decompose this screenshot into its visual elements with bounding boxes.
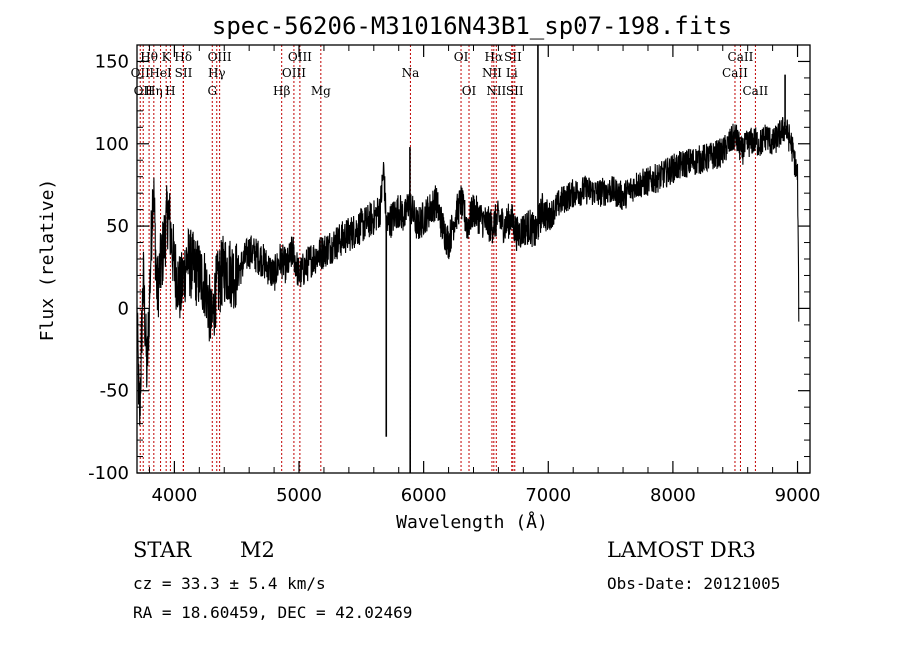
x-tick-label: 4000 [151,485,197,506]
line-marker-label: Mg [311,84,331,98]
line-marker-label: OI [454,50,469,64]
x-tick-label: 9000 [775,485,821,506]
line-marker-label: K [162,50,172,64]
chart-title: spec-56206-M31016N43B1_sp07-198.fits [212,12,732,40]
y-tick-label: 150 [95,51,129,72]
redshift-info: cz = 33.3 ± 5.4 km/s [133,574,326,593]
line-marker-label: OIII [282,66,306,80]
line-marker-label: OIII [288,50,312,64]
y-tick-label: 100 [95,134,129,155]
object-class: STAR [133,538,192,562]
coordinates: RA = 18.60459, DEC = 42.02469 [133,603,413,622]
line-marker-label: CaII [722,66,748,80]
y-axis-label: Flux (relative) [37,179,58,342]
survey-name: LAMOST DR3 [607,538,756,562]
line-marker-label: CaII [742,84,768,98]
line-marker-label: OII [131,66,151,80]
spectrum-series [136,45,800,473]
x-tick-label: 6000 [401,485,447,506]
line-marker-label: SII [506,84,524,98]
line-marker-label: NII [486,84,506,98]
line-marker-label: Hγ [208,66,226,80]
spectrum-line [136,116,800,426]
x-tick-label: 8000 [650,485,696,506]
line-marker-label: NII [482,66,502,80]
line-marker-label: Li [506,66,518,80]
line-marker-label: OI [462,84,477,98]
y-tick-label: 0 [118,298,129,319]
x-axis-label: Wavelength (Å) [396,511,548,533]
line-marker-label: CaII [728,50,754,64]
line-marker-label: OIII [208,50,232,64]
axis-ticks: 4000 5000 6000 7000 8000 9000 -100 -50 0 50 100 150 [88,44,821,506]
line-marker-label: HeI [149,66,172,80]
line-marker-label: SII [504,50,522,64]
line-marker-label: G [207,84,217,98]
line-marker-label: H [165,84,175,98]
x-tick-label: 5000 [276,485,322,506]
x-tick-label: 7000 [525,485,571,506]
line-marker-label: Na [402,66,420,80]
obs-date: Obs-Date: 20121005 [607,574,781,593]
line-marker-label: Hη [145,84,163,98]
y-tick-label: -100 [88,463,129,484]
object-subclass: M2 [240,538,275,562]
line-marker-label: Hα [485,50,504,64]
line-markers: OIIOIIHθHηHeIKHHδSIIGHγOIIIHβOIIIOIIIMgN… [131,45,769,473]
y-tick-label: 50 [106,216,129,237]
line-marker-label: Hβ [273,84,290,98]
line-marker-label: SII [175,66,193,80]
y-tick-label: -50 [100,381,129,402]
